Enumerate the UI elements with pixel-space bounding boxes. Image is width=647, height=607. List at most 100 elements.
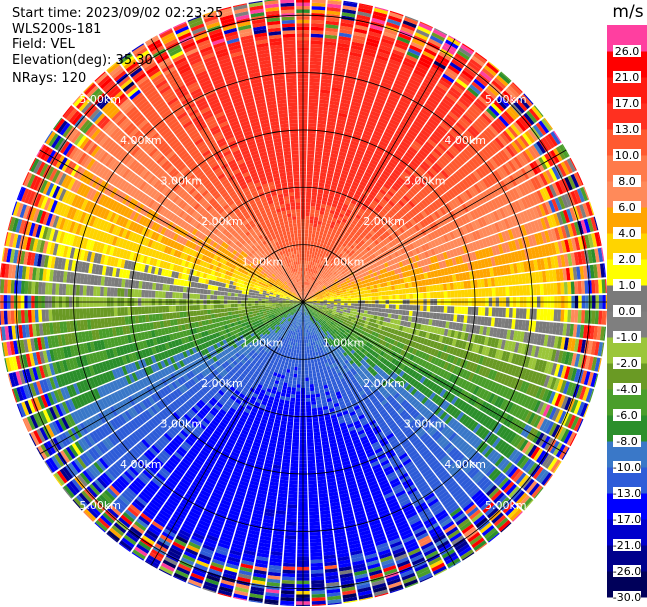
velocity-gate (389, 119, 400, 127)
velocity-gate (332, 199, 339, 205)
velocity-gate (342, 166, 350, 173)
velocity-gate (350, 140, 359, 147)
velocity-gate (304, 277, 307, 282)
velocity-gate (368, 162, 377, 169)
velocity-gate (357, 297, 362, 301)
velocity-gate (391, 52, 404, 61)
velocity-gate (403, 16, 419, 26)
velocity-gate (362, 100, 373, 108)
velocity-gate (326, 274, 331, 279)
velocity-gate (306, 171, 313, 176)
velocity-gate (340, 303, 345, 306)
velocity-gate (370, 110, 381, 118)
velocity-gate (396, 36, 411, 45)
velocity-gate (515, 285, 520, 296)
velocity-gate (365, 208, 372, 215)
velocity-gate (330, 299, 334, 302)
velocity-gate (326, 249, 331, 254)
velocity-gate (313, 255, 317, 260)
velocity-gate (395, 212, 403, 219)
velocity-gate (381, 304, 386, 309)
velocity-gate (491, 307, 496, 317)
velocity-gate (422, 311, 427, 318)
velocity-gate (424, 158, 433, 167)
velocity-gate (336, 204, 343, 210)
velocity-gate (361, 294, 365, 298)
velocity-gate (310, 292, 314, 296)
velocity-gate (325, 237, 330, 242)
velocity-gate (306, 191, 312, 196)
velocity-gate (376, 203, 384, 211)
velocity-gate (339, 25, 353, 32)
velocity-gate (397, 314, 402, 320)
velocity-gate (408, 146, 418, 155)
velocity-gate (347, 242, 352, 247)
velocity-gate (469, 58, 483, 70)
velocity-gate (304, 233, 309, 237)
velocity-gate (372, 209, 379, 216)
velocity-gate (310, 205, 316, 210)
velocity-gate (338, 224, 344, 230)
velocity-gate (471, 122, 483, 134)
velocity-gate (560, 309, 565, 322)
velocity-gate (304, 291, 306, 296)
velocity-gate (432, 284, 437, 292)
velocity-gate (316, 241, 321, 246)
velocity-gate (405, 202, 413, 211)
velocity-gate (305, 297, 309, 300)
velocity-gate (341, 255, 346, 260)
velocity-gate (324, 226, 330, 231)
velocity-gate (356, 149, 365, 156)
velocity-gate (337, 42, 350, 49)
velocity-gate (329, 235, 334, 240)
velocity-gate (384, 291, 389, 296)
velocity-gate (366, 314, 371, 318)
velocity-gate (332, 178, 339, 184)
velocity-gate (433, 130, 444, 140)
velocity-gate (355, 214, 362, 220)
velocity-gate (348, 257, 353, 262)
velocity-gate (319, 210, 325, 215)
velocity-gate (436, 312, 441, 320)
velocity-gate (388, 200, 396, 207)
velocity-gate (352, 286, 357, 290)
velocity-gate (383, 131, 393, 139)
velocity-gate (363, 242, 369, 249)
velocity-gate (330, 93, 341, 99)
velocity-gate (321, 200, 327, 205)
velocity-gate (337, 243, 342, 248)
velocity-gate (362, 155, 371, 163)
velocity-gate (387, 161, 397, 169)
velocity-gate (304, 295, 306, 299)
velocity-gate (333, 249, 338, 254)
velocity-gate (426, 120, 437, 130)
velocity-gate (361, 57, 374, 65)
velocity-gate (344, 182, 352, 188)
velocity-gate (385, 193, 393, 200)
velocity-gate (312, 178, 319, 183)
velocity-gate (408, 78, 421, 87)
velocity-gate (323, 145, 332, 150)
velocity-gate (445, 67, 459, 78)
velocity-gate (307, 247, 311, 251)
velocity-gate (359, 225, 366, 232)
velocity-gate (336, 260, 341, 265)
velocity-gate (351, 137, 360, 143)
velocity-gate (440, 306, 445, 313)
velocity-gate (327, 299, 331, 302)
velocity-gate (317, 116, 327, 122)
velocity-gate (423, 186, 431, 195)
velocity-gate (341, 259, 346, 264)
velocity-gate (309, 275, 313, 280)
velocity-gate (365, 226, 372, 232)
velocity-gate (360, 245, 366, 251)
velocity-gate (396, 163, 406, 171)
velocity-gate (329, 159, 337, 165)
velocity-gate (409, 293, 414, 299)
velocity-gate (311, 16, 325, 21)
velocity-gate (373, 130, 383, 138)
velocity-gate (316, 196, 323, 201)
velocity-gate (322, 266, 327, 271)
velocity-gate (308, 116, 317, 121)
velocity-gate (351, 220, 358, 226)
